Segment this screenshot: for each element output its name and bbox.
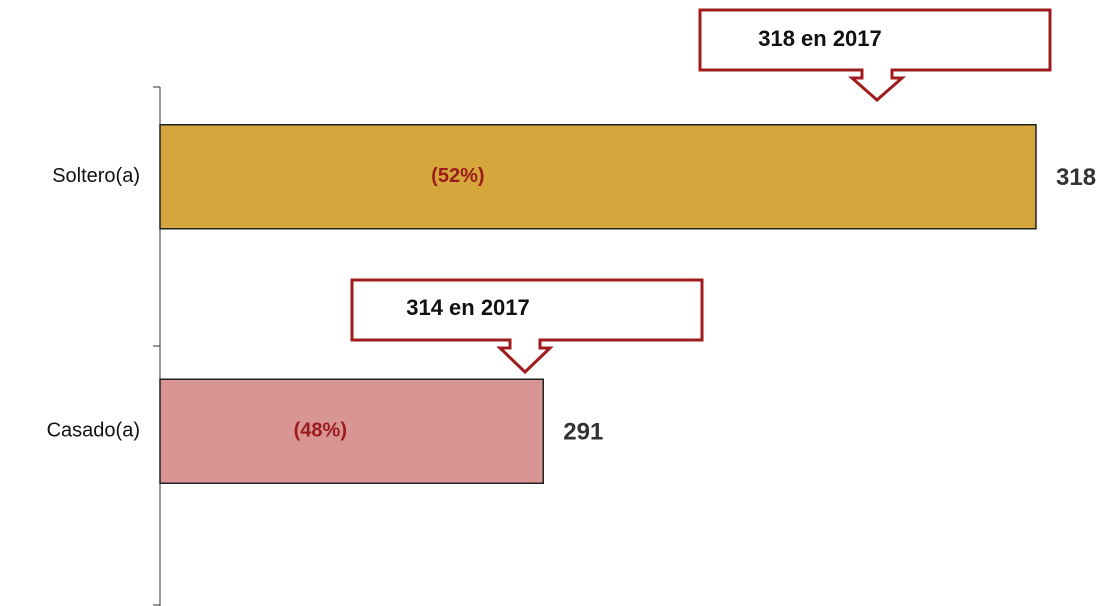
value-label: 318 <box>1056 164 1096 191</box>
percent-label: (48%) <box>294 420 347 442</box>
callout-shape <box>350 278 704 375</box>
callout: 318 en 2017 <box>698 8 1052 102</box>
bar <box>159 124 1037 230</box>
y-tick-label: Casado(a) <box>47 420 140 442</box>
annotation: 318 en 2017 <box>758 26 882 51</box>
annotation: 314 en 2017 <box>406 295 530 320</box>
bar <box>159 378 544 484</box>
percent-label: (52%) <box>431 165 484 187</box>
callout: 314 en 2017 <box>350 278 704 375</box>
callout-shape <box>698 8 1052 102</box>
value-label: 291 <box>563 419 603 446</box>
y-tick-label: Soltero(a) <box>52 165 140 187</box>
